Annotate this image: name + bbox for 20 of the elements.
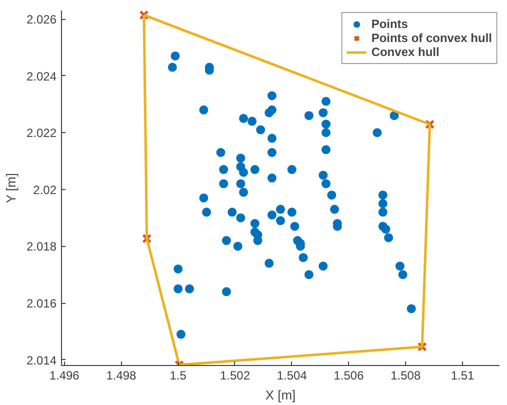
legend-label: Convex hull — [371, 45, 440, 59]
x-tick-label: 1.5 — [170, 368, 187, 382]
y-axis-title: Y [m] — [3, 173, 18, 204]
x-tick-label: 1.498 — [106, 368, 137, 382]
x-tick-label: 1.496 — [49, 368, 80, 382]
x-tick-label: 1.508 — [390, 368, 421, 382]
y-tick-label: 2.014 — [26, 353, 57, 368]
y-tick-label: 2.022 — [26, 126, 57, 140]
x-tick-label: 1.51 — [450, 368, 475, 382]
x-tick-label: 1.506 — [334, 368, 364, 382]
y-tick-label: 2.02 — [33, 182, 57, 197]
y-tick-label: 2.024 — [26, 69, 57, 84]
y-tick-label: 2.018 — [26, 240, 57, 254]
y-tick-label: 2.026 — [26, 12, 57, 27]
x-tick-label: 1.504 — [276, 368, 308, 382]
legend-label: Points of convex hull — [371, 31, 492, 45]
y-tick-label: 2.016 — [26, 296, 57, 311]
x-axis-title: X [m] — [265, 388, 296, 402]
legend-label: Points — [371, 17, 408, 31]
x-tick-label: 1.502 — [220, 368, 250, 382]
